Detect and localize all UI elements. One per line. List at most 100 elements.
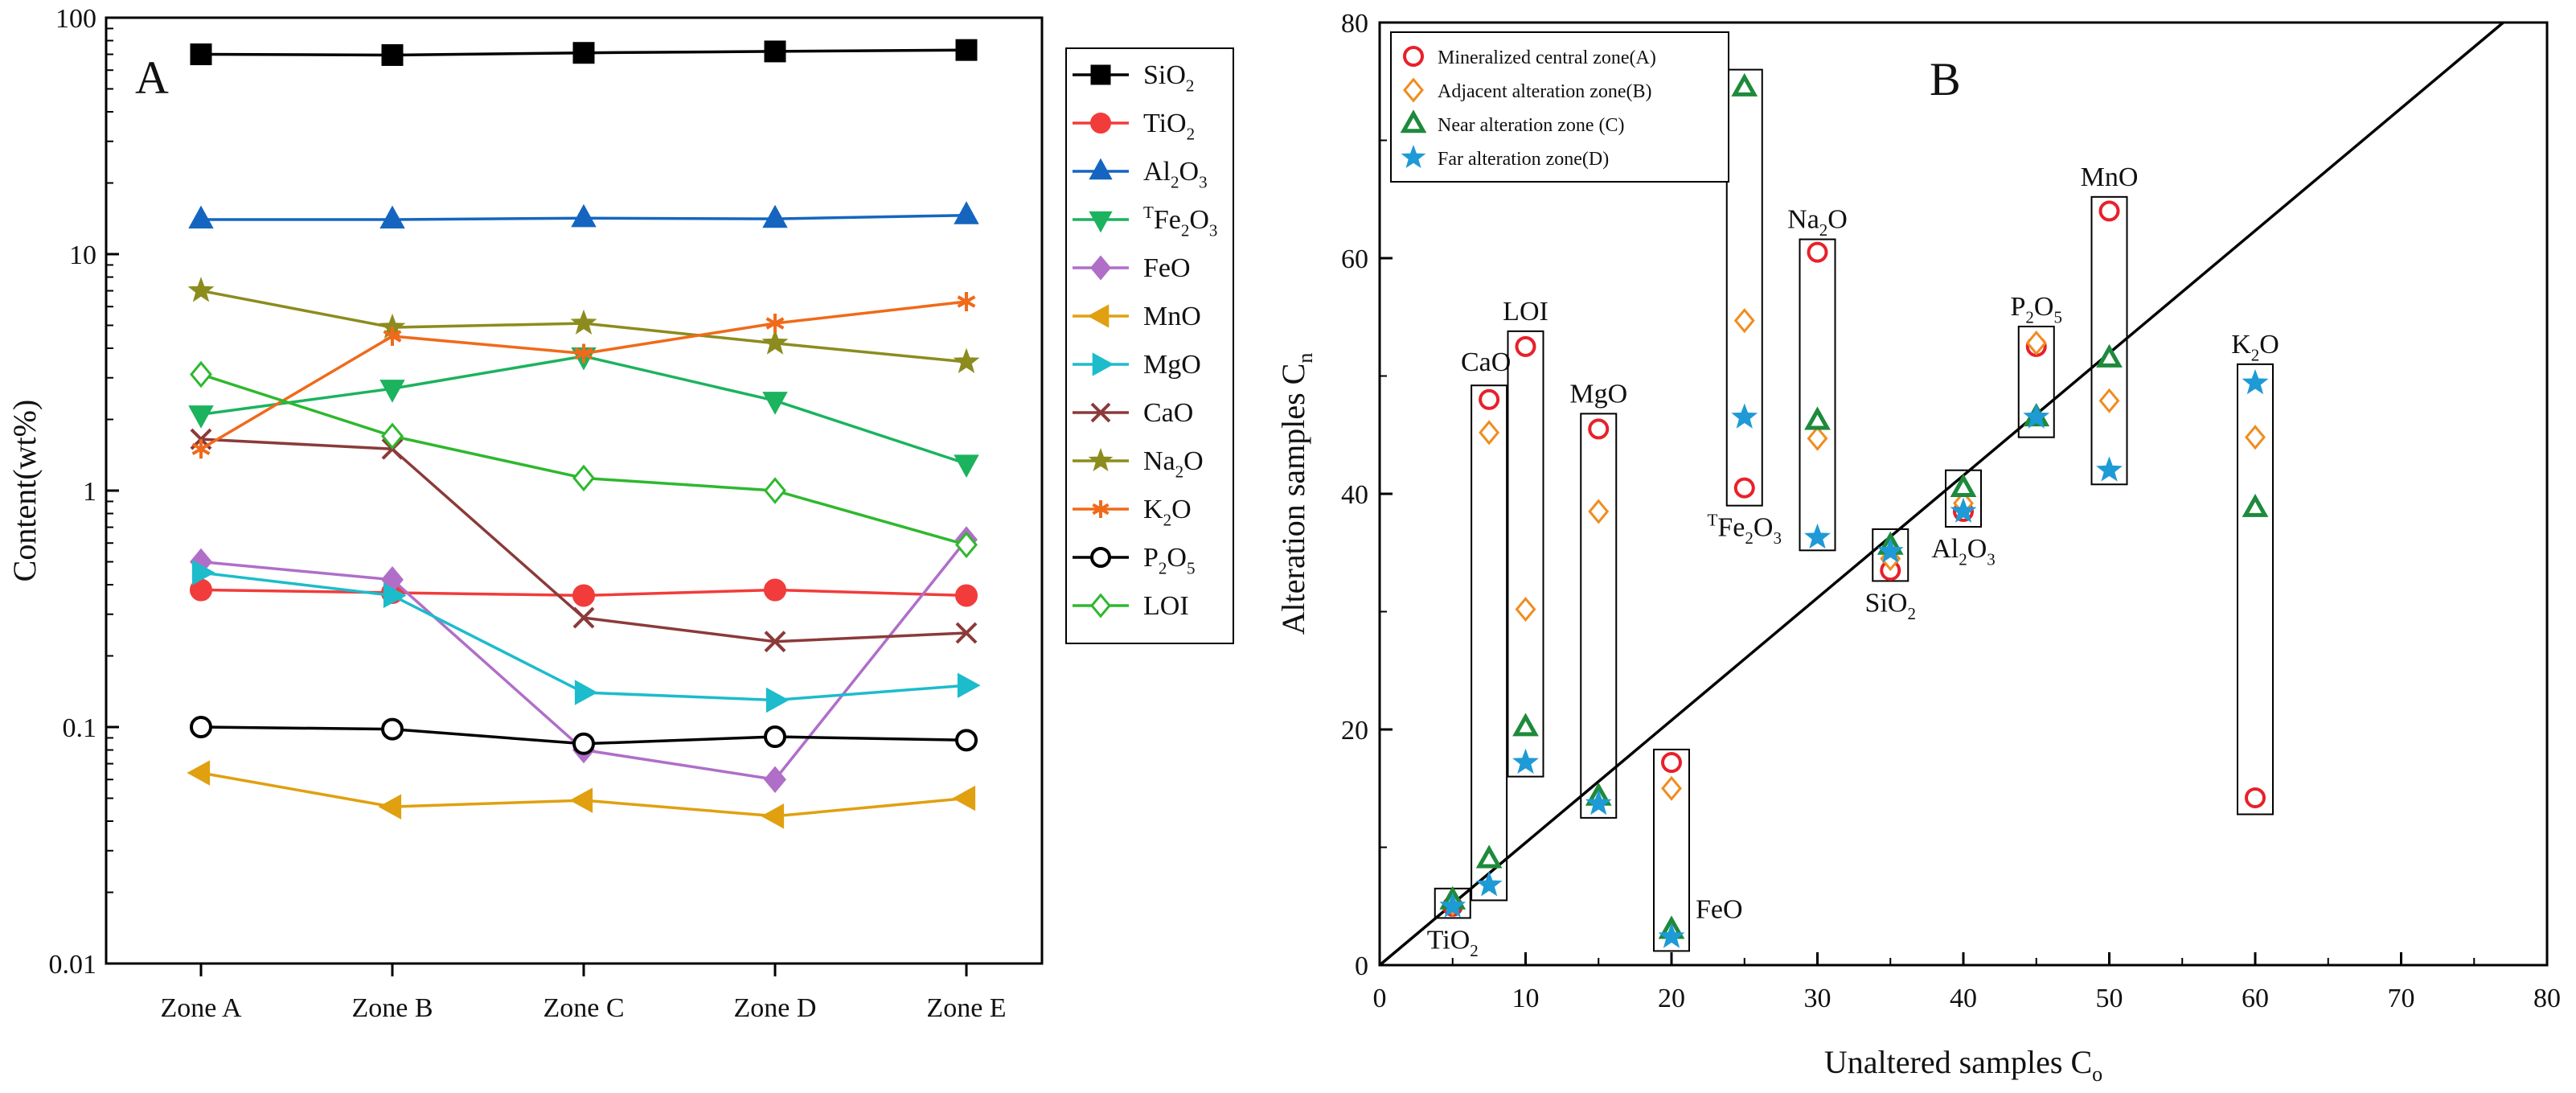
group-box [2017,325,2055,438]
legend-label-CaO: CaO [1143,398,1193,428]
point-Far alteration zone(D) [1950,497,1977,523]
legend-label-TFe2O3: TFe2O3 [1143,203,1217,240]
legend-a [1065,47,1234,644]
x-tick-label: 10 [1512,984,1540,1013]
group-box [1471,384,1508,902]
point-Na2O [953,347,980,374]
legend-label-LOI: LOI [1143,591,1189,621]
point-LOI [764,477,786,504]
point-SiO2 [190,43,212,66]
point-Al2O3 [571,203,597,228]
group-MgO: MgO [1569,379,1627,819]
point-TiO2 [955,584,978,607]
point-Far alteration zone(D) [1439,892,1466,918]
point-Near alteration zone (C) [1804,406,1831,430]
point-Far alteration zone(D) [1512,748,1539,775]
series-Al2O3 [188,201,979,229]
point-MnO [569,787,593,813]
point-Mineralized central zone(A) [1515,335,1536,357]
series-TiO2 [190,578,978,607]
legend-label-SiO2: SiO2 [1143,60,1194,96]
legend-marker-K2O [1092,500,1110,518]
group-label: FeO [1696,894,1743,924]
point-MgO [191,560,215,586]
legend-label: Adjacent alteration zone(B) [1438,81,1652,102]
legend-marker-MnO [1087,304,1110,328]
legend-marker-CaO [1090,402,1111,423]
y-tick-label: 80 [1341,9,1368,39]
point-Adjacent alteration zone(B) [2098,388,2120,413]
group-label: TFe2O3 [1708,511,1782,548]
point-MgO [383,582,407,609]
point-K2O [765,313,785,333]
group-MnO: MnO [2081,162,2138,486]
group-box [1945,469,1982,528]
group-box [1725,68,1763,507]
point-SiO2 [955,39,978,61]
y-tick-label: 60 [1341,244,1368,274]
point-Far alteration zone(D) [2023,403,2050,429]
point-Mineralized central zone(A) [1807,241,1828,263]
x-tick-label: 80 [2533,984,2561,1013]
x-tick-label: 0 [1373,984,1387,1013]
point-Mineralized central zone(A) [1733,477,1755,499]
point-CaO [764,631,786,653]
series-CaO [190,428,978,653]
group-label: Na2O [1787,205,1848,240]
legend-marker-TFe2O3 [1089,211,1113,233]
legend-marker-MgO [1092,352,1114,376]
point-MnO [952,785,976,812]
series-MnO [187,760,976,829]
point-SiO2 [764,40,786,63]
group-label: K2O [2231,330,2279,365]
point-LOI [572,464,595,492]
point-Near alteration zone (C) [1950,473,1977,497]
x-tick-label: Zone C [543,993,624,1023]
group-box [1580,413,1618,819]
legend-label-MgO: MgO [1143,350,1201,380]
series-TFe2O3 [188,347,979,479]
y-axis-label: Alteration samples Cn [1275,353,1317,635]
point-SiO2 [381,43,404,66]
group-CaO: CaO [1461,347,1511,902]
y-tick-label: 40 [1341,480,1368,510]
point-K2O [191,439,211,459]
legend-marker [1403,46,1424,67]
point-Near alteration zone (C) [1512,713,1539,737]
point-Adjacent alteration zone(B) [2245,425,2266,450]
point-Na2O [570,309,597,335]
point-Far alteration zone(D) [2242,369,2269,395]
legend-marker [1401,144,1426,169]
group-label: MgO [1569,379,1627,409]
point-Na2O [187,277,215,302]
point-Mineralized central zone(A) [2245,787,2266,808]
legend-marker-Al2O3 [1089,158,1113,180]
point-LOI [955,531,978,559]
chart-b: 0 10 20 30 40 50 60 70 80 0 20 40 60 80 Unaltered samp… [1275,9,2561,1086]
point-Far alteration zone(D) [2096,456,2123,482]
point-Adjacent alteration zone(B) [1807,425,1828,451]
x-tick-label: 50 [2096,984,2123,1013]
legend-label-MnO: MnO [1143,302,1201,331]
point-Far alteration zone(D) [1731,403,1758,429]
point-Adjacent alteration zone(B) [1479,420,1500,446]
point-Near alteration zone (C) [2242,493,2269,517]
point-Mineralized central zone(A) [2098,200,2120,222]
plot-area-a [105,16,1044,965]
point-Al2O3 [954,201,979,224]
point-CaO [955,622,978,644]
legend-marker-Na2O [1088,447,1114,472]
legend-label-TiO2: TiO2 [1143,109,1195,144]
point-Al2O3 [762,204,788,228]
x-tick-label: Zone D [734,993,817,1023]
point-Na2O [761,329,789,355]
y-tick-label: 0.1 [63,713,97,743]
y-tick-label: 1 [83,477,96,507]
point-P2O5 [764,725,786,749]
series-MgO [191,560,981,713]
point-FeO [764,766,786,793]
point-Al2O3 [188,205,214,229]
reference-line [1378,21,2504,967]
y-tick-label: 10 [69,240,96,270]
